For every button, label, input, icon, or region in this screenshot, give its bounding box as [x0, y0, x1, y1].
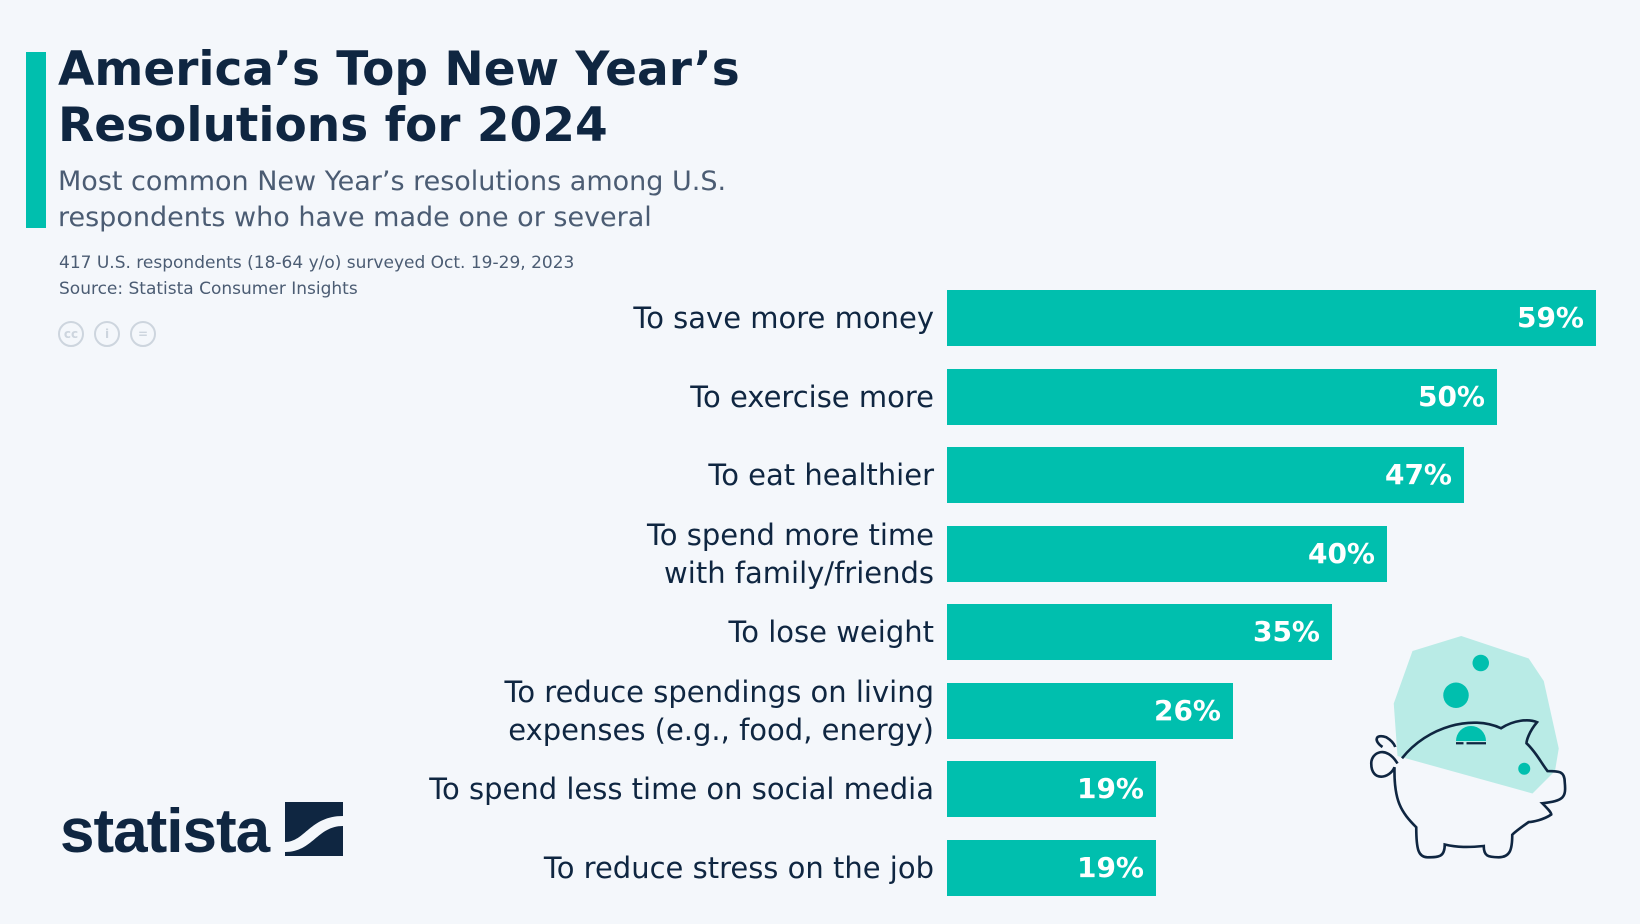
bar: 47% [947, 447, 1464, 503]
value-label: 59% [1516, 301, 1584, 334]
statista-logo: statista [60, 796, 344, 867]
cc-icon[interactable]: cc [58, 321, 84, 347]
bar: 59% [947, 290, 1596, 346]
category-label: To lose weight [728, 615, 935, 649]
category-label: To spend more time with family/friends [647, 517, 934, 590]
value-label: 47% [1384, 458, 1452, 491]
attribution-icon[interactable]: i [94, 321, 120, 347]
survey-note: 417 U.S. respondents (18-64 y/o) surveye… [59, 253, 575, 273]
statista-logo-icon [285, 802, 344, 856]
category-label: To eat healthier [708, 458, 934, 492]
category-label: To spend less time on social media [429, 772, 934, 806]
category-label: To save more money [633, 301, 934, 335]
category-label: To reduce stress on the job [543, 850, 934, 885]
value-label: 26% [1153, 693, 1221, 727]
category-label: To reduce spendings on living expenses (… [504, 674, 934, 747]
bar: 50% [947, 368, 1497, 425]
category-label: To exercise more [690, 379, 934, 414]
piggy-bank-icon [1369, 636, 1567, 859]
bar: 26% [947, 682, 1233, 739]
bar: 35% [947, 604, 1332, 660]
bar: 19% [947, 839, 1156, 896]
chart-title: America’s Top New Year’s Resolutions for… [58, 42, 740, 153]
source-note: Source: Statista Consumer Insights [59, 279, 358, 299]
bar: 40% [947, 525, 1387, 582]
value-label: 19% [1076, 850, 1144, 884]
value-label: 35% [1252, 615, 1320, 648]
value-label: 19% [1076, 772, 1144, 805]
no-derivatives-icon[interactable]: = [130, 321, 156, 347]
value-label: 50% [1417, 379, 1485, 413]
chart-subtitle: Most common New Year’s resolutions among… [58, 166, 727, 233]
title-accent-bar [26, 52, 46, 228]
value-label: 40% [1307, 536, 1375, 570]
bar: 19% [947, 761, 1156, 817]
